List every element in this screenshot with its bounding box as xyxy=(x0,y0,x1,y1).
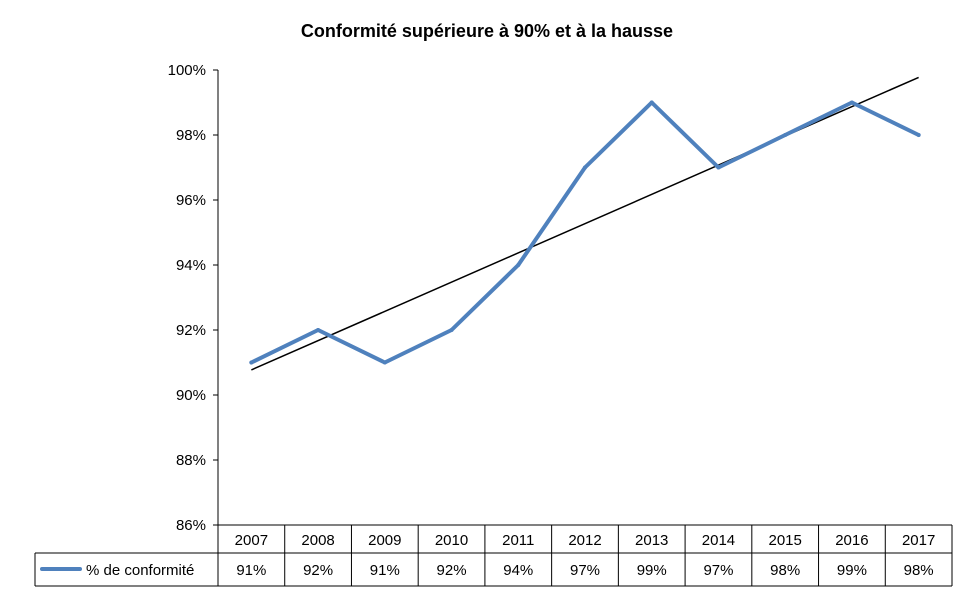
y-tick-label: 94% xyxy=(176,257,206,274)
chart-title: Conformité supérieure à 90% et à la haus… xyxy=(301,21,673,41)
data-point xyxy=(849,100,854,105)
data-point xyxy=(716,165,721,170)
series-line-conformite xyxy=(249,100,921,365)
data-point xyxy=(516,263,521,267)
x-category-label: 2015 xyxy=(768,532,801,549)
table-value-cell: 99% xyxy=(637,562,667,579)
data-point xyxy=(249,360,254,365)
x-category-label: 2009 xyxy=(368,532,401,549)
y-tick-label: 98% xyxy=(176,127,206,144)
x-category-label: 2017 xyxy=(902,532,935,549)
table-value-cell: 97% xyxy=(703,562,733,579)
y-tick-label: 92% xyxy=(176,322,206,339)
x-category-label: 2013 xyxy=(635,532,668,549)
table-value-cell: 98% xyxy=(770,562,800,579)
table-value-cell: 99% xyxy=(837,562,867,579)
x-category-label: 2016 xyxy=(835,532,868,549)
y-tick-label: 90% xyxy=(176,387,206,404)
data-point xyxy=(449,328,454,332)
table-value-cell: 94% xyxy=(503,562,533,579)
table-value-cell: 92% xyxy=(303,562,333,579)
y-tick-label: 86% xyxy=(176,517,206,534)
trendline-layer xyxy=(251,76,919,371)
table-value-cell: 91% xyxy=(236,562,266,579)
x-category-label: 2014 xyxy=(702,532,735,549)
data-point xyxy=(382,360,387,365)
data-table: 2007 91% 2008 92% 2009 91% 2010 92% 2011 94% 2012 9… xyxy=(34,524,953,587)
y-tick-label: 100% xyxy=(168,62,206,79)
x-category-label: 2007 xyxy=(235,532,268,549)
series-layer xyxy=(249,100,921,365)
x-category-label: 2008 xyxy=(301,532,334,549)
data-point xyxy=(916,133,921,137)
y-axis-ticks: 86% 88% 90% 92% 94% 96% 98% 100% xyxy=(168,62,218,534)
y-tick-label: 96% xyxy=(176,192,206,209)
data-point xyxy=(783,133,788,137)
data-point xyxy=(583,165,587,170)
x-category-label: 2010 xyxy=(435,532,468,549)
x-category-label: 2012 xyxy=(568,532,601,549)
table-value-cell: 97% xyxy=(570,562,600,579)
data-point xyxy=(649,100,654,105)
table-value-cell: 92% xyxy=(437,562,467,579)
y-tick-label: 88% xyxy=(176,452,206,469)
x-category-label: 2011 xyxy=(502,532,534,549)
data-point xyxy=(316,328,321,332)
legend-series-label: % de conformité xyxy=(86,562,194,579)
trendline xyxy=(251,76,919,371)
table-value-cell: 91% xyxy=(370,562,400,579)
table-value-cell: 98% xyxy=(904,562,934,579)
